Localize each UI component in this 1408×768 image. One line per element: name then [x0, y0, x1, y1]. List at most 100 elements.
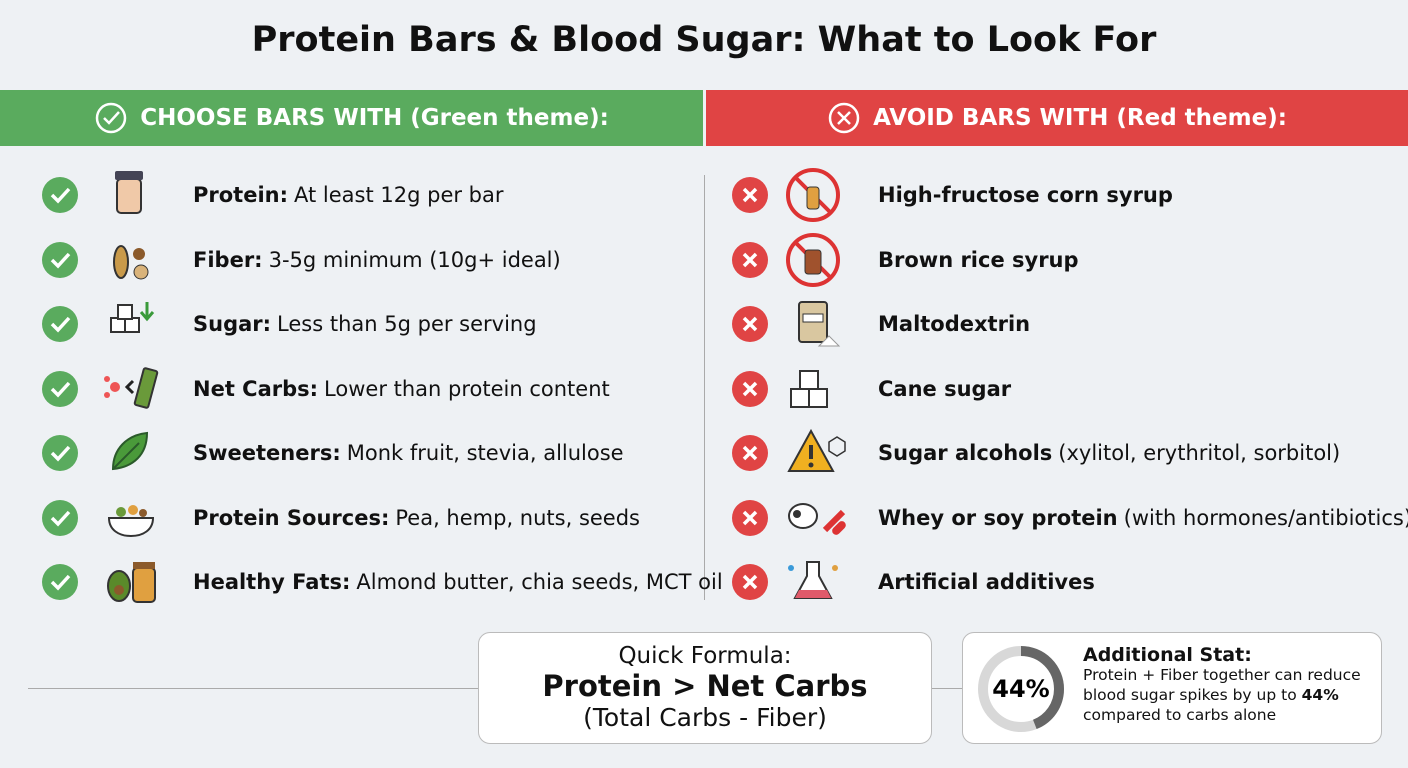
item-glyph — [786, 168, 840, 222]
item-glyph — [788, 502, 846, 535]
item-label: Sugar: — [193, 312, 272, 336]
item-icon — [103, 167, 173, 227]
item: Whey or soy protein (with hormones/antibi… — [878, 498, 1408, 538]
choose-header: CHOOSE BARS WITH (Green theme): — [0, 90, 703, 146]
item-glyph — [790, 369, 828, 408]
item-label: Protein: — [193, 183, 289, 207]
stat-before: Protein + Fiber together can reduce bloo… — [1083, 666, 1361, 704]
item: Fiber: 3-5g minimum (10g+ ideal) — [193, 240, 561, 280]
formula-note: (Total Carbs - Fiber) — [583, 703, 827, 732]
status-glyph — [732, 177, 768, 213]
item-text: At least 12g per bar — [294, 183, 504, 207]
item: Healthy Fats: Almond butter, chia seeds, … — [193, 562, 723, 602]
status-icon — [42, 435, 78, 475]
item-label: Fiber: — [193, 247, 263, 272]
status-glyph — [42, 241, 78, 278]
item-icon — [785, 490, 855, 550]
item-icon — [103, 490, 173, 550]
item-label: Cane sugar — [878, 376, 1012, 401]
item-icon — [785, 361, 855, 421]
item-icon — [103, 232, 173, 292]
item-label: Protein Sources: — [193, 505, 390, 530]
item: Artificial additives — [878, 562, 1101, 602]
item: Cane sugar — [878, 369, 1017, 409]
check-icon — [95, 102, 127, 134]
item-icon — [103, 554, 173, 614]
status-glyph — [42, 177, 78, 213]
item-label: Net Carbs: — [193, 376, 319, 401]
stat-title: Additional Stat: — [1083, 644, 1252, 666]
item: Brown rice syrup — [878, 240, 1085, 280]
formula-main: Protein > Net Carbs — [542, 669, 868, 703]
status-glyph — [42, 370, 78, 407]
status-glyph — [732, 370, 768, 407]
item: Protein: At least 12g per bar — [193, 175, 504, 215]
item-glyph — [107, 562, 156, 603]
item-icon — [103, 425, 173, 485]
divider — [704, 175, 705, 600]
item-glyph — [786, 232, 840, 287]
ring-arc — [978, 646, 1064, 732]
item-icon — [785, 425, 855, 485]
item-text: Lower than protein content — [324, 376, 610, 401]
stat-box: 44% Additional Stat: Protein + Fiber tog… — [962, 632, 1382, 744]
item-label: Whey or soy protein — [878, 505, 1118, 530]
item-icon — [785, 296, 855, 356]
avoid-header-text: AVOID BARS WITH (Red theme): — [873, 105, 1287, 131]
status-icon — [42, 241, 78, 282]
status-glyph — [42, 435, 78, 471]
status-icon — [732, 564, 768, 604]
status-icon — [732, 499, 768, 540]
item-label: Healthy Fats: — [193, 570, 351, 594]
item-text: Monk fruit, stevia, allulose — [346, 441, 624, 465]
rule — [28, 688, 478, 689]
status-glyph — [42, 499, 78, 536]
item-glyph — [104, 366, 159, 409]
item-icon — [785, 232, 855, 292]
item: Protein Sources: Pea, hemp, nuts, seeds — [193, 498, 640, 538]
item-icon — [785, 167, 855, 227]
status-glyph — [732, 499, 768, 536]
status-icon — [42, 370, 78, 411]
stat-after: compared to carbs alone — [1083, 706, 1277, 724]
status-icon — [42, 499, 78, 540]
choose-header-text: CHOOSE BARS WITH (Green theme): — [140, 105, 609, 131]
item-icon — [103, 361, 173, 421]
status-glyph — [42, 564, 78, 600]
stat-ring: 44% — [978, 646, 1064, 732]
item-glyph — [113, 244, 149, 279]
x-icon — [828, 102, 860, 134]
item-glyph — [110, 302, 155, 333]
item-label: Artificial additives — [878, 570, 1095, 594]
item-glyph — [787, 428, 846, 472]
item-glyph — [107, 504, 155, 537]
formula-heading: Quick Formula: — [618, 643, 792, 669]
stat-text: Additional Stat: Protein + Fiber togethe… — [1083, 645, 1378, 725]
item-label: Brown rice syrup — [878, 247, 1079, 272]
item-icon — [103, 296, 173, 356]
item-text: Almond butter, chia seeds, MCT oil — [356, 570, 723, 594]
status-icon — [42, 177, 78, 217]
status-icon — [732, 370, 768, 411]
status-glyph — [732, 306, 768, 342]
avoid-header: AVOID BARS WITH (Red theme): — [706, 90, 1408, 146]
stat-label: 44% — [992, 675, 1049, 703]
item-text: 3-5g minimum (10g+ ideal) — [268, 247, 561, 272]
item-glyph — [798, 301, 841, 347]
item-icon — [785, 554, 855, 614]
item-glyph — [111, 431, 149, 471]
item-label: High-fructose corn syrup — [878, 183, 1173, 207]
rule — [930, 688, 962, 689]
status-glyph — [42, 306, 78, 342]
item-text: Less than 5g per serving — [277, 312, 537, 336]
item-text: (xylitol, erythritol, sorbitol) — [1058, 441, 1341, 465]
item: High-fructose corn syrup — [878, 175, 1179, 215]
status-icon — [42, 306, 78, 346]
item: Sugar: Less than 5g per serving — [193, 304, 537, 344]
item-label: Sweeteners: — [193, 441, 341, 465]
status-glyph — [732, 564, 768, 600]
formula-box: Quick Formula: Protein > Net Carbs (Tota… — [478, 632, 932, 744]
item: Net Carbs: Lower than protein content — [193, 369, 610, 409]
item-text: (with hormones/antibiotics) — [1123, 505, 1408, 530]
